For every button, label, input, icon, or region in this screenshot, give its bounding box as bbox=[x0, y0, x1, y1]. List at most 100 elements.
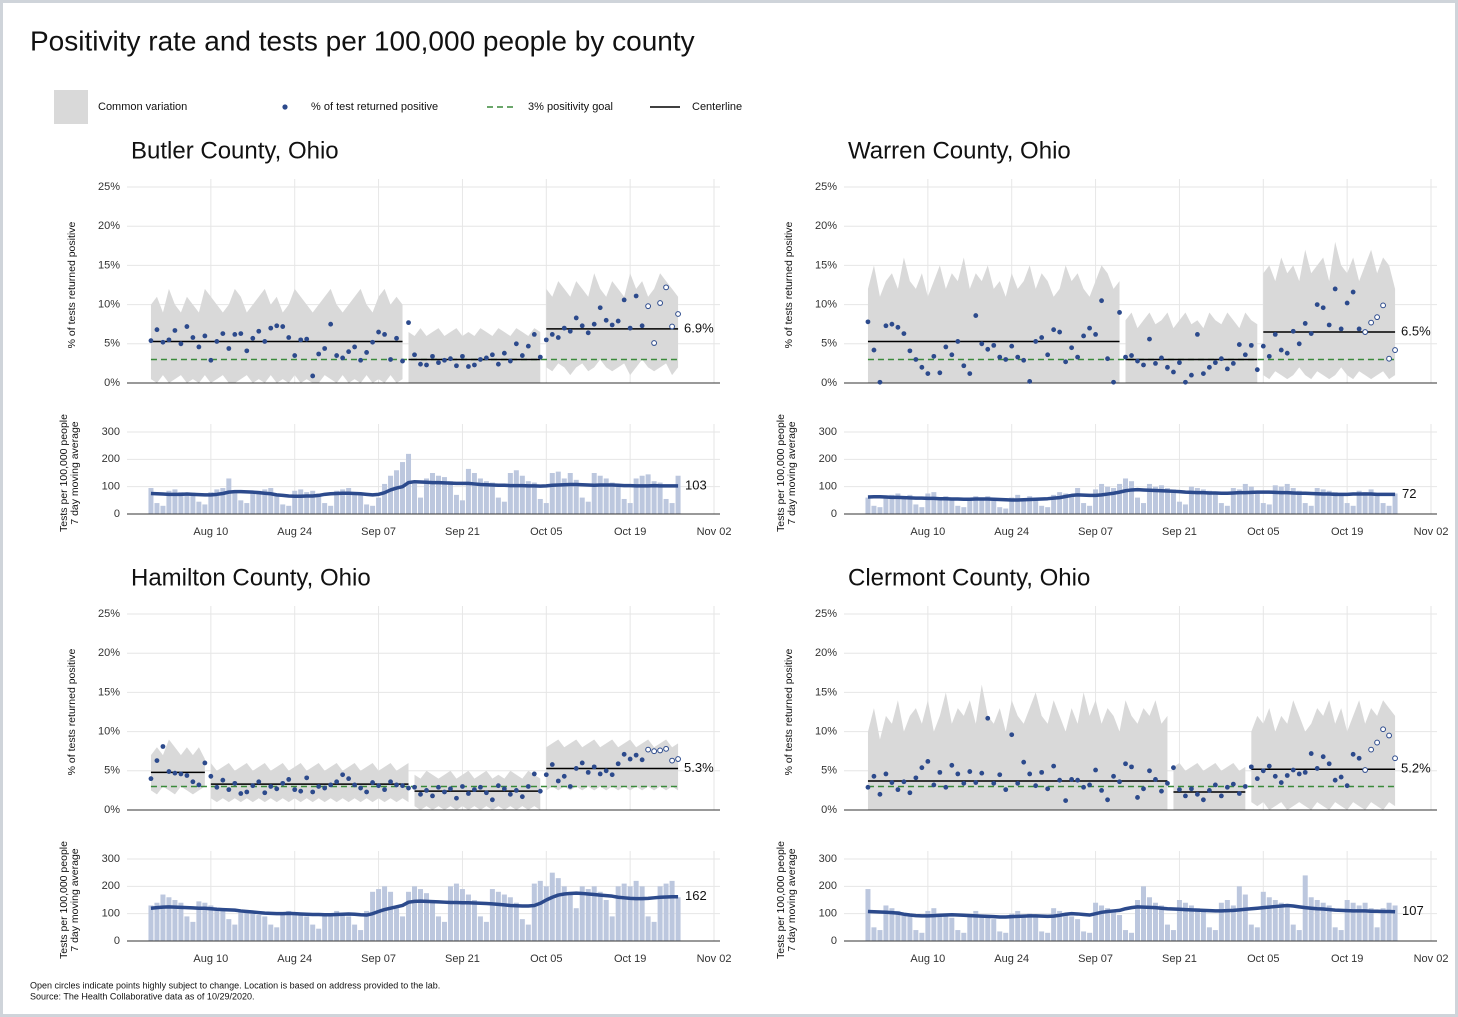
tests-bar bbox=[483, 921, 489, 941]
tests-bar bbox=[298, 489, 304, 514]
y-tick-label: 5% bbox=[821, 338, 837, 350]
positivity-point bbox=[1021, 357, 1027, 363]
tests-bar bbox=[1170, 930, 1176, 941]
tests-bar bbox=[639, 475, 645, 514]
positivity-point bbox=[316, 351, 322, 357]
tests-bar bbox=[543, 886, 549, 941]
tests-bar bbox=[465, 894, 471, 941]
positivity-point bbox=[1308, 331, 1314, 337]
tests-bar bbox=[1164, 924, 1170, 941]
tests-bar bbox=[657, 482, 663, 514]
tests-bar bbox=[949, 917, 955, 941]
tests-bar bbox=[358, 494, 364, 514]
tests-bar bbox=[1075, 488, 1081, 514]
tests-bar bbox=[1212, 492, 1218, 514]
positivity-point bbox=[1111, 773, 1116, 779]
positivity-point bbox=[507, 791, 513, 797]
tests-bar bbox=[1296, 490, 1302, 514]
x-tick-label: Oct 19 bbox=[1331, 526, 1363, 538]
y-tick-label: 10% bbox=[815, 299, 837, 311]
tests-bar bbox=[1152, 486, 1158, 514]
tests-bar bbox=[447, 481, 453, 514]
positivity-point bbox=[1039, 335, 1045, 340]
tests-bar bbox=[513, 902, 519, 941]
tests-bar bbox=[1021, 916, 1027, 941]
tests-bar bbox=[651, 921, 657, 941]
positivity-point bbox=[1296, 341, 1302, 347]
positivity-point bbox=[436, 360, 441, 366]
positivity-point bbox=[913, 357, 919, 362]
tests-bar bbox=[657, 886, 663, 941]
tests-bar bbox=[423, 478, 429, 514]
positivity-point bbox=[877, 379, 883, 385]
tests-bar bbox=[262, 916, 268, 941]
positivity-point bbox=[1212, 782, 1218, 788]
positivity-point bbox=[430, 353, 435, 359]
positivity-point bbox=[657, 747, 664, 754]
x-tick-label: Nov 02 bbox=[697, 953, 732, 965]
tests-bar bbox=[172, 900, 178, 941]
tests-bar bbox=[1266, 897, 1272, 941]
positivity-point bbox=[280, 780, 286, 786]
positivity-point bbox=[1236, 791, 1242, 796]
positivity-point bbox=[214, 784, 220, 790]
tests-bar bbox=[400, 916, 406, 941]
centerline-label: 5.2% bbox=[1401, 761, 1431, 776]
tests-bar bbox=[1326, 905, 1332, 941]
x-tick-label: Aug 24 bbox=[277, 953, 312, 965]
positivity-point bbox=[973, 780, 979, 785]
tests-bar bbox=[429, 900, 435, 941]
tests-bar bbox=[1140, 886, 1146, 941]
positivity-point bbox=[561, 325, 567, 331]
positivity-point bbox=[1171, 369, 1176, 375]
positivity-point bbox=[334, 779, 340, 785]
positivity-point bbox=[1195, 791, 1200, 797]
tests-bar bbox=[322, 503, 328, 514]
tests-bar bbox=[1392, 905, 1398, 941]
tests-bar bbox=[883, 496, 889, 514]
positivity-point bbox=[603, 768, 609, 774]
tests-bar bbox=[244, 912, 250, 941]
positivity-point bbox=[376, 783, 381, 789]
tests-bar bbox=[250, 913, 256, 941]
positivity-point bbox=[1332, 777, 1338, 783]
positivity-point bbox=[865, 784, 871, 790]
y-tick-label: 100 bbox=[819, 481, 837, 493]
tests-bar bbox=[154, 503, 160, 514]
positivity-point bbox=[184, 324, 190, 329]
tests-bar bbox=[585, 889, 591, 941]
legend-point-swatch bbox=[282, 104, 288, 110]
y-tick-label: 200 bbox=[819, 453, 837, 465]
y-tick-label: 300 bbox=[819, 426, 837, 438]
positivity-point bbox=[543, 772, 549, 778]
positivity-point bbox=[1242, 784, 1248, 789]
tests-bar bbox=[943, 916, 949, 941]
positivity-point bbox=[1302, 769, 1308, 775]
positivity-point bbox=[1159, 355, 1164, 361]
positivity-point bbox=[907, 790, 913, 796]
positivity-point bbox=[669, 757, 675, 764]
positivity-point bbox=[495, 783, 501, 789]
tests-bar bbox=[561, 478, 567, 514]
positivity-point bbox=[148, 338, 154, 344]
tests-bar bbox=[268, 488, 274, 514]
tests-bar bbox=[1368, 908, 1374, 941]
positivity-point bbox=[645, 746, 652, 753]
tests-bar bbox=[955, 505, 961, 514]
y-tick-label: 25% bbox=[98, 608, 120, 620]
tests-bar bbox=[979, 497, 985, 514]
tests-bar bbox=[453, 883, 459, 941]
tests-bar bbox=[675, 475, 681, 514]
positivity-point bbox=[1129, 764, 1134, 770]
positivity-point bbox=[304, 336, 310, 342]
positivity-point bbox=[621, 297, 627, 303]
tests-bar bbox=[1380, 908, 1386, 941]
tests-bar bbox=[1350, 902, 1356, 941]
tests-bar bbox=[429, 473, 435, 514]
tests-bar bbox=[651, 481, 657, 514]
tests-bar bbox=[238, 500, 244, 514]
positivity-point bbox=[1183, 793, 1188, 799]
y-axis-title: % of tests returned positive bbox=[783, 222, 795, 349]
positivity-point bbox=[549, 331, 555, 337]
tests-bar bbox=[340, 915, 346, 941]
